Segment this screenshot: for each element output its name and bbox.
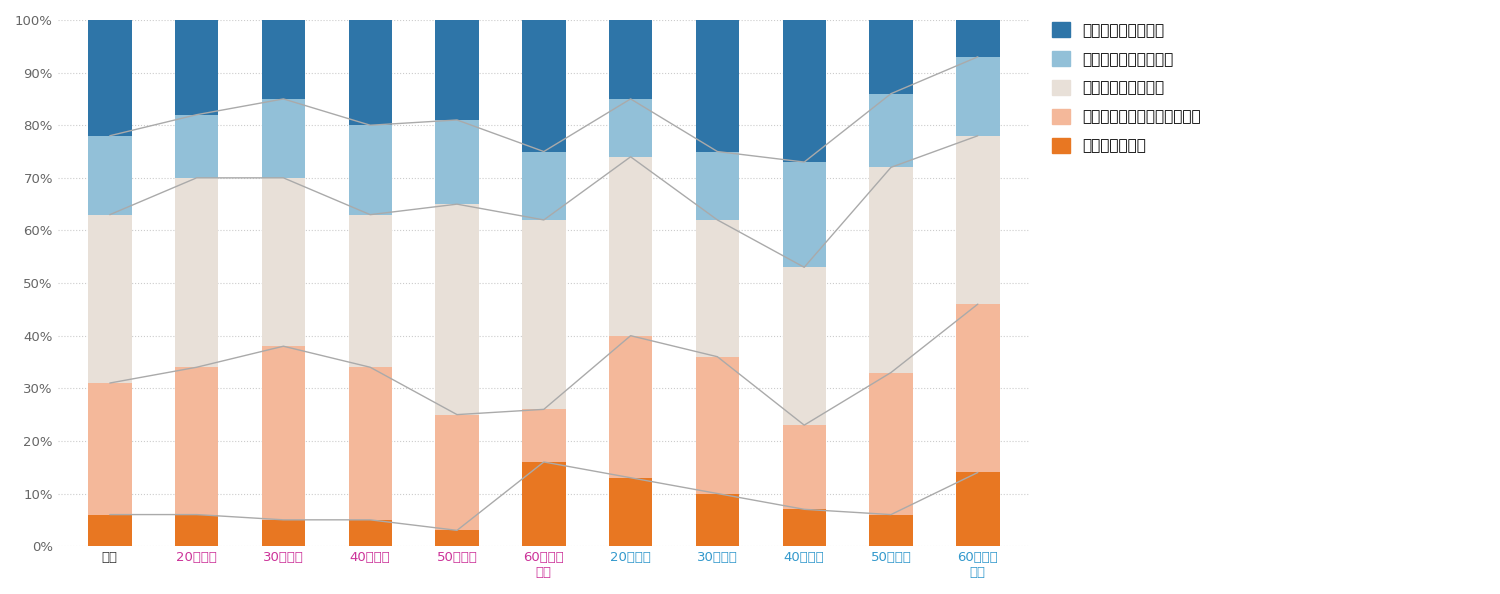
Bar	[348, 520, 392, 546]
Bar	[870, 94, 912, 168]
Bar	[609, 157, 652, 336]
Bar	[696, 357, 740, 494]
Bar	[870, 372, 912, 514]
Bar	[696, 220, 740, 357]
Bar	[176, 115, 219, 178]
Bar	[261, 346, 305, 520]
Bar	[88, 20, 132, 136]
Bar	[435, 204, 478, 415]
Bar	[696, 494, 740, 546]
Bar	[176, 367, 219, 514]
Bar	[522, 20, 566, 151]
Bar	[176, 514, 219, 546]
Bar	[435, 415, 478, 530]
Bar	[348, 214, 392, 367]
Bar	[956, 472, 999, 546]
Bar	[522, 409, 566, 462]
Bar	[522, 151, 566, 220]
Legend: 全く利用したくない, あまり利用したくない, どちらとも言えない, どちらかと言えば利用したい, ぜひ利用したい: 全く利用したくない, あまり利用したくない, どちらとも言えない, どちらかと言…	[1047, 17, 1206, 158]
Bar	[261, 20, 305, 99]
Bar	[696, 20, 740, 151]
Bar	[956, 136, 999, 304]
Bar	[348, 367, 392, 520]
Bar	[870, 168, 912, 372]
Bar	[956, 20, 999, 57]
Bar	[783, 267, 826, 425]
Bar	[435, 120, 478, 204]
Bar	[609, 478, 652, 546]
Bar	[348, 20, 392, 125]
Bar	[783, 20, 826, 162]
Bar	[348, 125, 392, 214]
Bar	[88, 136, 132, 214]
Bar	[783, 509, 826, 546]
Bar	[435, 20, 478, 120]
Bar	[609, 20, 652, 99]
Bar	[609, 336, 652, 478]
Bar	[88, 514, 132, 546]
Bar	[88, 383, 132, 514]
Bar	[609, 99, 652, 157]
Bar	[870, 20, 912, 94]
Bar	[783, 162, 826, 267]
Bar	[435, 530, 478, 546]
Bar	[261, 178, 305, 346]
Bar	[176, 20, 219, 115]
Bar	[956, 304, 999, 472]
Bar	[176, 178, 219, 367]
Bar	[522, 220, 566, 409]
Bar	[956, 57, 999, 136]
Bar	[261, 520, 305, 546]
Bar	[870, 514, 912, 546]
Bar	[261, 99, 305, 178]
Bar	[783, 425, 826, 509]
Bar	[88, 214, 132, 383]
Bar	[696, 151, 740, 220]
Bar	[522, 462, 566, 546]
